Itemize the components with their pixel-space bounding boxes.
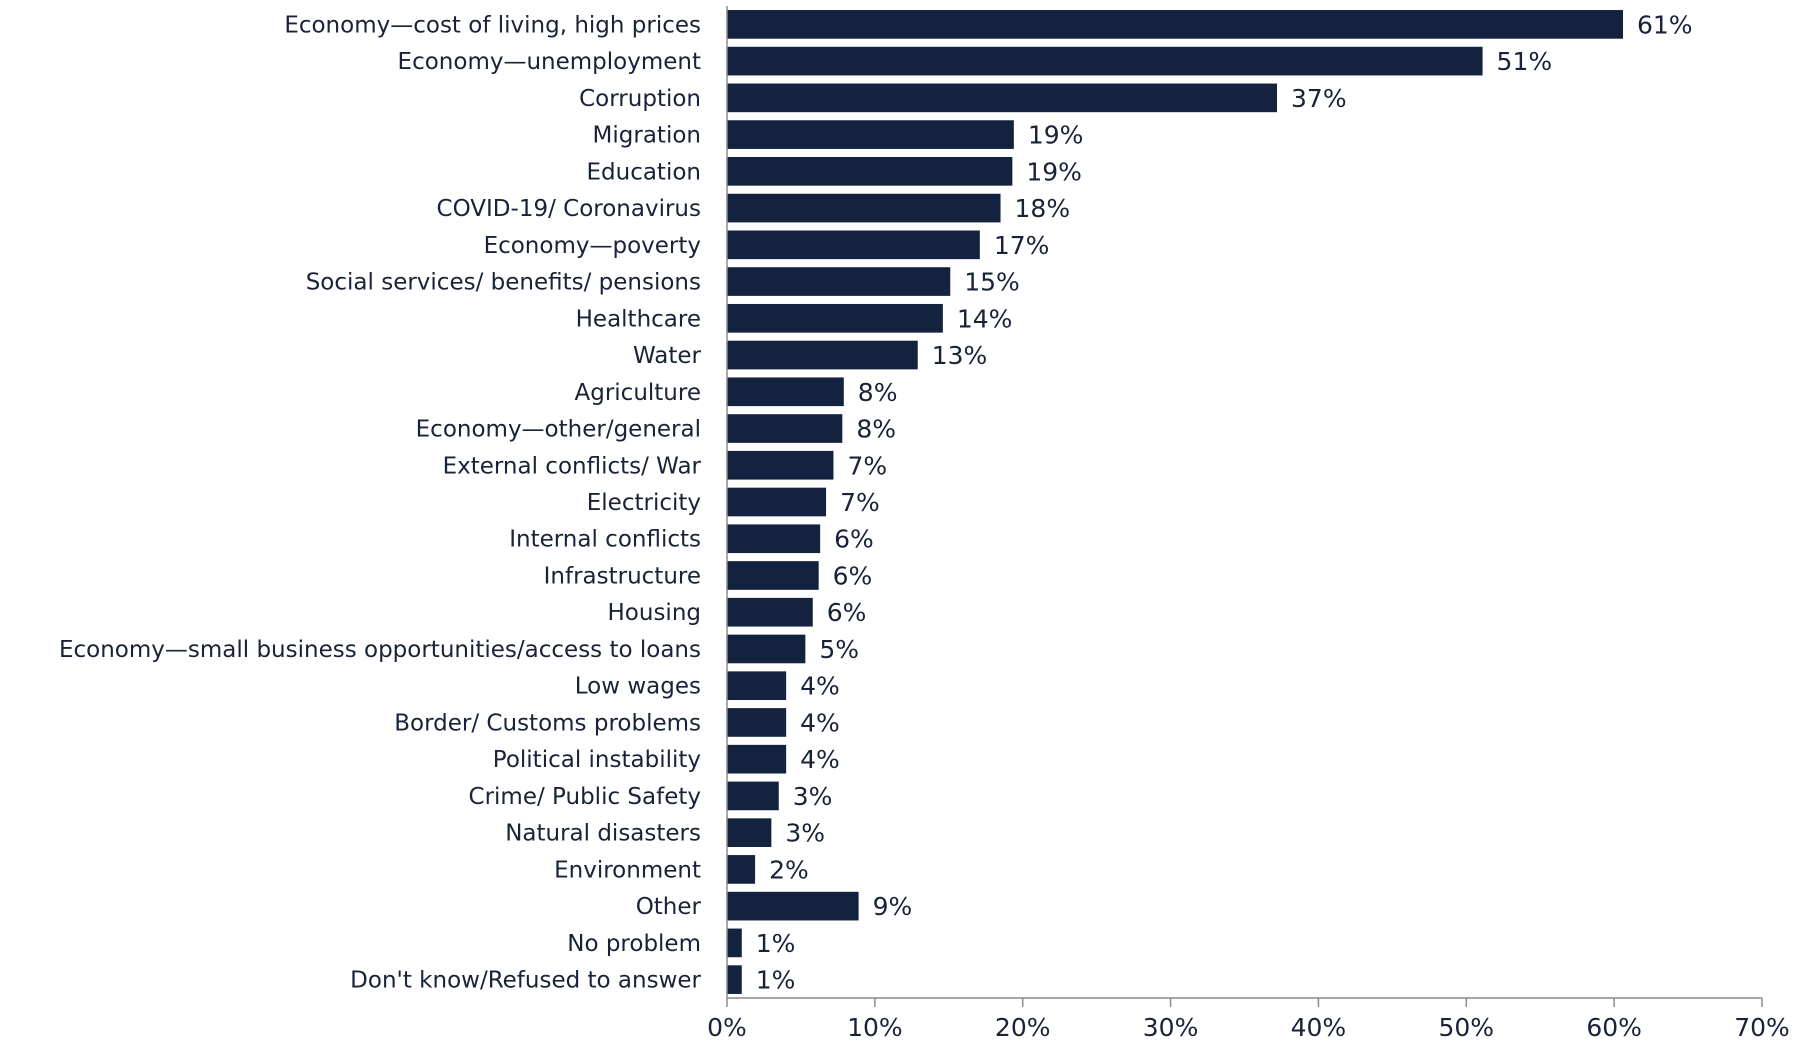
bar-economy-poverty	[727, 230, 980, 260]
value-label-don-t-know-refused-to-answer: 1%	[756, 966, 796, 995]
category-label-economy-poverty: Economy—poverty	[484, 233, 701, 259]
category-label-social-services-benefits-pensions: Social services/ benefits/ pensions	[306, 270, 701, 296]
bars-group	[727, 10, 1624, 994]
value-label-economy-poverty: 17%	[994, 231, 1050, 260]
value-label-economy-unemployment: 51%	[1497, 47, 1553, 76]
bar-corruption	[727, 83, 1278, 113]
category-label-education: Education	[586, 159, 701, 185]
category-label-corruption: Corruption	[579, 86, 701, 112]
value-label-covid-19-coronavirus: 18%	[1015, 194, 1071, 223]
value-label-no-problem: 1%	[756, 929, 796, 958]
bar-other	[727, 891, 859, 921]
category-label-economy-other-general: Economy—other/general	[416, 417, 701, 443]
category-label-no-problem: No problem	[567, 931, 701, 957]
value-label-corruption: 37%	[1291, 84, 1347, 113]
value-label-infrastructure: 6%	[833, 561, 873, 590]
bar-education	[727, 157, 1013, 186]
bar-external-conflicts-war	[727, 450, 834, 480]
category-label-internal-conflicts: Internal conflicts	[509, 527, 701, 553]
category-label-agriculture: Agriculture	[575, 380, 702, 406]
category-label-environment: Environment	[554, 857, 701, 883]
value-label-political-instability: 4%	[800, 745, 840, 774]
bar-environment	[727, 855, 756, 884]
category-label-border-customs-problems: Border/ Customs problems	[394, 710, 701, 736]
category-label-covid-19-coronavirus: COVID-19/ Coronavirus	[437, 196, 701, 222]
bar-economy-cost-of-living-high-prices	[727, 10, 1624, 39]
value-label-education: 19%	[1026, 157, 1082, 186]
x-tick-label: 70%	[1734, 1013, 1790, 1042]
category-label-political-instability: Political instability	[493, 747, 701, 773]
bar-don-t-know-refused-to-answer	[727, 965, 742, 994]
category-label-don-t-know-refused-to-answer: Don't know/Refused to answer	[350, 968, 701, 994]
category-label-housing: Housing	[608, 600, 702, 626]
bar-covid-19-coronavirus	[727, 193, 1001, 223]
bar-economy-unemployment	[727, 46, 1483, 76]
x-tick-label: 20%	[995, 1013, 1051, 1042]
bar-border-customs-problems	[727, 708, 787, 737]
x-tick-label: 10%	[847, 1013, 903, 1042]
value-label-natural-disasters: 3%	[785, 819, 825, 848]
bar-crime-public-safety	[727, 781, 779, 811]
x-tick-label: 30%	[1143, 1013, 1199, 1042]
bar-internal-conflicts	[727, 524, 821, 554]
category-label-low-wages: Low wages	[575, 674, 701, 700]
bar-low-wages	[727, 671, 787, 701]
value-label-other: 9%	[873, 892, 913, 921]
bar-social-services-benefits-pensions	[727, 267, 951, 296]
category-label-economy-small-business-opportunities-access-to-loans: Economy—small business opportunities/acc…	[59, 637, 701, 663]
value-label-internal-conflicts: 6%	[834, 525, 874, 554]
category-label-economy-unemployment: Economy—unemployment	[398, 49, 701, 75]
category-label-crime-public-safety: Crime/ Public Safety	[469, 784, 701, 810]
value-label-healthcare: 14%	[957, 304, 1013, 333]
value-label-crime-public-safety: 3%	[793, 782, 833, 811]
value-label-border-customs-problems: 4%	[800, 708, 840, 737]
bar-water	[727, 340, 918, 370]
x-tick-label: 50%	[1438, 1013, 1494, 1042]
category-label-migration: Migration	[593, 123, 701, 149]
x-tick-label: 60%	[1586, 1013, 1642, 1042]
value-label-environment: 2%	[769, 855, 809, 884]
x-tick-label: 0%	[707, 1013, 747, 1042]
bar-economy-other-general	[727, 414, 843, 443]
category-labels-group: Economy—cost of living, high prices Econo…	[59, 12, 702, 993]
category-label-economy-cost-of-living-high-prices: Economy—cost of living, high prices	[284, 12, 701, 38]
value-label-electricity: 7%	[840, 488, 880, 517]
category-label-infrastructure: Infrastructure	[544, 563, 701, 589]
value-label-water: 13%	[932, 341, 988, 370]
value-label-low-wages: 4%	[800, 672, 840, 701]
category-label-other: Other	[636, 894, 702, 920]
bar-political-instability	[727, 744, 787, 774]
bar-agriculture	[727, 377, 844, 407]
bar-economy-small-business-opportunities-access-to-loans	[727, 634, 806, 664]
category-label-external-conflicts-war: External conflicts/ War	[443, 453, 702, 479]
bar-infrastructure	[727, 561, 819, 590]
bar-natural-disasters	[727, 818, 772, 847]
bar-no-problem	[727, 928, 742, 958]
category-label-water: Water	[633, 343, 702, 369]
category-label-natural-disasters: Natural disasters	[505, 821, 701, 847]
value-label-external-conflicts-war: 7%	[847, 451, 887, 480]
x-axis-ticks-group: 0% 10% 20% 30% 40% 50% 60% 70%	[707, 998, 1790, 1042]
value-label-economy-cost-of-living-high-prices: 61%	[1637, 10, 1693, 39]
bar-healthcare	[727, 303, 943, 333]
bar-migration	[727, 120, 1014, 149]
value-label-migration: 19%	[1028, 121, 1084, 150]
value-label-agriculture: 8%	[858, 378, 898, 407]
value-label-housing: 6%	[827, 598, 867, 627]
bar-electricity	[727, 487, 827, 517]
value-label-economy-other-general: 8%	[856, 415, 896, 444]
category-label-electricity: Electricity	[587, 490, 701, 516]
x-tick-label: 40%	[1291, 1013, 1347, 1042]
value-label-social-services-benefits-pensions: 15%	[964, 268, 1020, 297]
value-labels-group: 61% 51% 37% 19% 19% 18% 17% 15% 14% 13% 8% 8% 7% 7% 6%…	[756, 10, 1693, 994]
category-label-healthcare: Healthcare	[576, 306, 701, 332]
bar-housing	[727, 597, 813, 627]
value-label-economy-small-business-opportunities-access-to-loans: 5%	[819, 635, 859, 664]
